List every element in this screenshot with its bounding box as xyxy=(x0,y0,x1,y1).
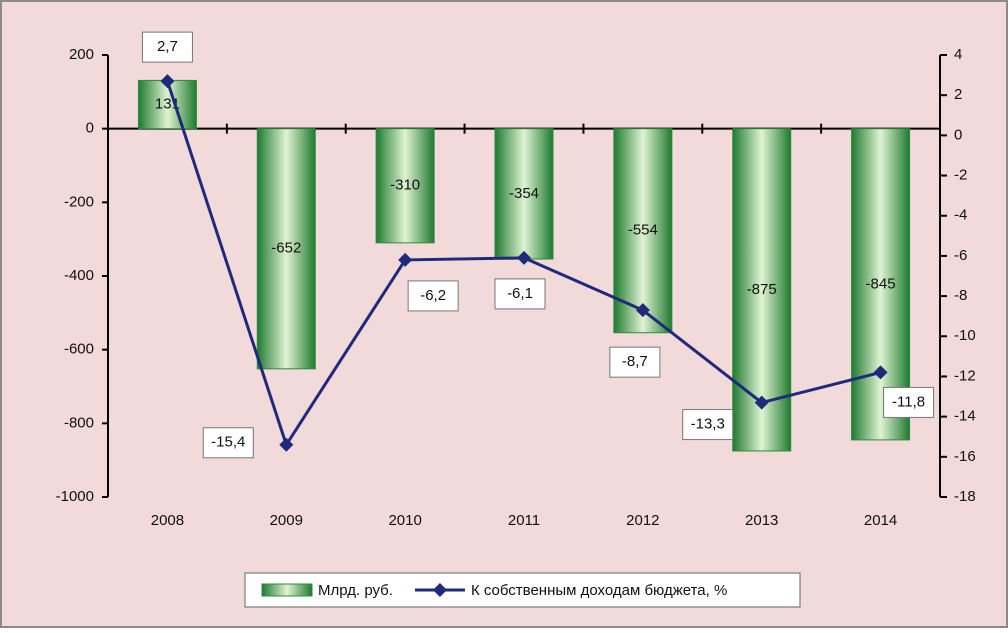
value-label-box xyxy=(494,278,546,310)
marker xyxy=(873,365,888,380)
y2-tick-label: -16 xyxy=(954,448,976,465)
bar xyxy=(375,128,435,244)
legend-box xyxy=(244,572,801,608)
bar-value-label: -310 xyxy=(390,177,420,194)
y2-tick-label: -12 xyxy=(954,367,976,384)
value-label-box xyxy=(883,386,935,418)
y-tick-label: -400 xyxy=(64,267,94,284)
y2-tick-label: -10 xyxy=(954,327,976,344)
line-value-label: -6,1 xyxy=(507,285,533,302)
value-label-box xyxy=(682,409,734,441)
marker xyxy=(635,303,650,318)
line-value-label: 2,7 xyxy=(157,38,178,55)
marker xyxy=(160,74,175,89)
y2-tick-label: 4 xyxy=(954,46,962,63)
bar xyxy=(613,128,673,334)
bar-value-label: -875 xyxy=(747,281,777,298)
bar-value-label: -845 xyxy=(866,275,896,292)
y2-tick-label: 2 xyxy=(954,86,962,103)
value-label-box xyxy=(141,31,193,63)
marker xyxy=(279,437,294,452)
x-tick-label: 2014 xyxy=(864,512,897,529)
y-tick-label: 0 xyxy=(86,120,94,137)
value-label-box xyxy=(202,427,254,459)
x-tick-label: 2009 xyxy=(270,512,303,529)
y-tick-label: -200 xyxy=(64,193,94,210)
x-tick-label: 2012 xyxy=(626,512,659,529)
legend-marker xyxy=(432,583,447,597)
marker xyxy=(398,252,413,267)
line-value-label: -15,4 xyxy=(211,434,245,451)
y-tick-label: -1000 xyxy=(56,488,94,505)
x-tick-label: 2008 xyxy=(151,512,184,529)
marker xyxy=(517,250,531,265)
bar xyxy=(256,128,316,370)
y2-tick-label: -18 xyxy=(954,488,976,505)
legend-label: Млрд. руб. xyxy=(318,582,393,599)
y-tick-label: -800 xyxy=(64,414,94,431)
line-value-label: -6,2 xyxy=(420,287,446,304)
y2-tick-label: -14 xyxy=(954,408,976,425)
x-tick-label: 2013 xyxy=(745,512,778,529)
legend-label: К собственным доходам бюджета, % xyxy=(471,582,727,599)
y2-tick-label: -8 xyxy=(954,287,967,304)
y2-tick-label: -4 xyxy=(954,207,967,224)
bar-value-label: -354 xyxy=(509,185,539,202)
y2-tick-label: -6 xyxy=(954,247,967,264)
bar-value-label: -554 xyxy=(628,222,658,239)
x-tick-label: 2010 xyxy=(388,512,421,529)
marker xyxy=(754,395,769,410)
legend: Млрд. руб. К собственным доходам бюджета,… xyxy=(244,572,801,608)
x-tick-label: 2011 xyxy=(508,512,540,529)
line-value-label: -11,8 xyxy=(892,393,925,410)
legend-swatch xyxy=(261,583,313,597)
y2-tick-label: 0 xyxy=(954,126,962,143)
y2-tick-label: -2 xyxy=(954,167,967,184)
line-value-label: -13,3 xyxy=(691,416,725,433)
line-value-label: -8,7 xyxy=(622,353,648,370)
bar xyxy=(494,128,554,260)
bar-value-label: -652 xyxy=(271,240,301,257)
value-label-box xyxy=(407,280,459,312)
value-label-box xyxy=(609,346,661,378)
bar xyxy=(137,79,197,130)
y-tick-label: 200 xyxy=(69,46,94,63)
y-tick-label: -600 xyxy=(64,341,94,358)
